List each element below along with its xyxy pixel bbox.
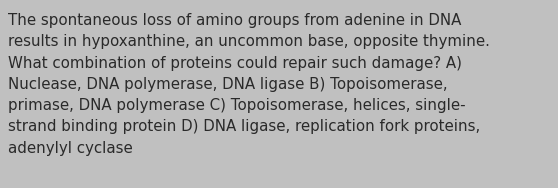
Text: The spontaneous loss of amino groups from adenine in DNA
results in hypoxanthine: The spontaneous loss of amino groups fro… <box>8 13 490 156</box>
